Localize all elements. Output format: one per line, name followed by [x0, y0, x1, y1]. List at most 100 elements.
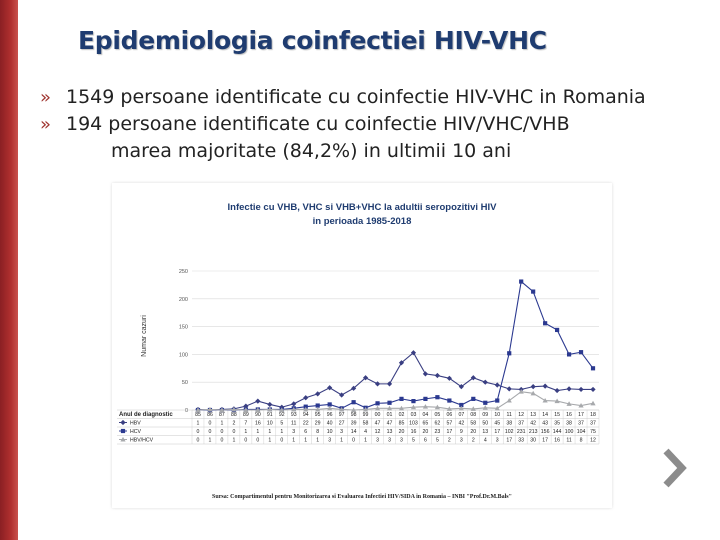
- x-tick-label: 09: [482, 412, 488, 418]
- data-point: [303, 395, 309, 401]
- table-cell-value: 23: [435, 429, 441, 435]
- table-cell-value: 0: [352, 438, 355, 444]
- x-tick-label: 17: [578, 412, 584, 418]
- x-tick-label: 86: [207, 412, 213, 418]
- x-tick-label: 13: [530, 412, 536, 418]
- table-cell-value: 7: [244, 421, 247, 427]
- data-point: [578, 402, 584, 408]
- data-point: [555, 327, 560, 333]
- x-tick-label: 97: [339, 412, 345, 418]
- data-point: [578, 350, 584, 355]
- data-point: [459, 402, 464, 408]
- table-cell-value: 1: [256, 429, 259, 435]
- table-cell-value: 20: [423, 429, 429, 435]
- data-point: [566, 352, 572, 357]
- table-cell-value: 17: [542, 438, 548, 444]
- table-cell-value: 1: [244, 429, 247, 435]
- table-cell-value: 17: [506, 438, 512, 444]
- data-point: [327, 405, 333, 411]
- table-cell-value: 65: [423, 421, 429, 427]
- table-cell-value: 13: [482, 429, 488, 435]
- data-point: [590, 386, 596, 393]
- table-cell-value: 57: [446, 421, 452, 427]
- table-cell-value: 3: [340, 429, 343, 435]
- data-point: [303, 404, 308, 409]
- table-cell-value: 14: [351, 429, 357, 435]
- data-point: [423, 396, 428, 401]
- data-point: [446, 406, 452, 411]
- data-point: [387, 400, 392, 405]
- table-cell-value: 3: [388, 438, 391, 444]
- bullet-item-1: » 1549 persoane identificate cu coinfect…: [40, 84, 700, 111]
- data-point: [519, 279, 524, 284]
- table-cell-value: 37: [590, 421, 596, 427]
- table-cell-value: 38: [506, 421, 512, 427]
- table-cell-value: 12: [590, 438, 596, 444]
- table-cell-value: 27: [339, 421, 345, 427]
- table-cell-value: 0: [280, 438, 283, 444]
- table-cell-value: 3: [292, 429, 295, 435]
- table-cell-value: 1: [280, 429, 283, 435]
- data-point: [375, 401, 380, 406]
- table-cell-value: 10: [267, 421, 273, 427]
- left-accent-bar: [0, 0, 18, 540]
- data-point: [231, 406, 237, 412]
- table-cell-value: 50: [482, 421, 488, 427]
- table-cell-value: 2: [472, 438, 475, 444]
- data-point: [566, 386, 572, 392]
- table-cell-value: 104: [577, 429, 586, 435]
- data-point: [506, 386, 512, 392]
- table-cell-value: 3: [376, 438, 379, 444]
- data-point: [506, 397, 512, 403]
- x-tick-label: 10: [494, 412, 500, 418]
- data-point: [386, 405, 393, 411]
- table-cell-value: 37: [578, 421, 584, 427]
- data-point: [458, 384, 464, 390]
- data-point: [530, 384, 536, 390]
- table-cell-value: 0: [197, 429, 200, 435]
- chart-title-line-2: in perioada 1985-2018: [313, 216, 412, 227]
- x-tick-label: 91: [267, 412, 273, 418]
- table-cell-value: 1: [364, 438, 367, 444]
- table-cell-value: 11: [566, 438, 571, 444]
- x-tick-label: 96: [327, 412, 333, 418]
- table-cell-value: 0: [197, 438, 200, 444]
- table-cell-value: 16: [554, 438, 560, 444]
- table-cell-value: 6: [304, 429, 307, 435]
- x-tick-label: 93: [291, 412, 297, 418]
- bullet-marker-icon: »: [40, 87, 52, 108]
- table-cell-value: 156: [541, 429, 550, 435]
- table-cell-value: 1: [316, 438, 319, 444]
- data-point: [399, 396, 404, 401]
- data-point: [482, 405, 488, 410]
- x-tick-label: 18: [590, 412, 596, 418]
- table-cell-value: 47: [387, 421, 393, 427]
- data-point: [411, 399, 416, 404]
- table-cell-value: 29: [315, 421, 321, 427]
- table-cell-value: 1: [220, 421, 223, 427]
- table-cell-value: 62: [435, 421, 441, 427]
- table-cell-value: 11: [291, 421, 296, 427]
- table-cell-value: 0: [209, 421, 212, 427]
- data-point: [195, 407, 201, 412]
- table-cell-value: 0: [256, 438, 259, 444]
- data-point: [471, 396, 476, 401]
- table-cell-value: 30: [530, 438, 536, 444]
- table-cell-value: 17: [494, 429, 500, 435]
- x-tick-label: 15: [554, 412, 560, 418]
- table-cell-value: 58: [363, 421, 369, 427]
- data-point: [554, 398, 560, 404]
- y-tick-label: 200: [179, 297, 188, 303]
- table-cell-value: 144: [553, 429, 562, 435]
- table-cell-value: 45: [494, 421, 500, 427]
- data-point: [327, 385, 333, 391]
- x-tick-label: 04: [423, 412, 429, 418]
- table-cell-value: 3: [400, 438, 403, 444]
- data-point: [255, 407, 261, 412]
- data-point: [303, 406, 309, 412]
- chart-source-note: Sursa: Compartimentul pentru Monitorizar…: [212, 494, 512, 500]
- x-tick-label: 89: [243, 412, 249, 418]
- data-point: [339, 406, 345, 412]
- x-tick-label: 87: [219, 412, 225, 418]
- next-slide-arrow-icon[interactable]: [660, 448, 690, 488]
